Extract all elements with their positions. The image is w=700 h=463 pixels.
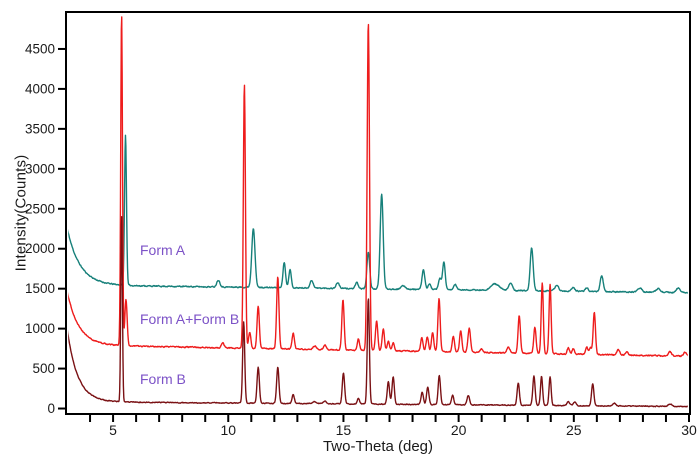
y-tick-label: 3500 (25, 121, 55, 136)
y-tick-label: 4000 (25, 81, 55, 96)
annotation-form-b: Form B (140, 371, 186, 387)
y-tick-label: 500 (32, 361, 55, 376)
y-tick-label: 0 (47, 401, 55, 416)
x-tick-label: 30 (681, 422, 697, 438)
trace-form-a-form-b (68, 16, 688, 358)
y-tick-label: 3000 (25, 161, 55, 176)
y-tick-label: 1500 (25, 281, 55, 296)
y-axis-title: Intensity(Counts) (12, 154, 30, 272)
trace-form-a (68, 134, 688, 294)
x-tick-label: 5 (109, 422, 117, 438)
annotation-form-a-plus-b: Form A+Form B (140, 311, 240, 327)
y-tick-label: 2500 (25, 201, 55, 216)
annotation-form-a: Form A (140, 242, 186, 258)
x-axis-title: Two-Theta (deg) (322, 438, 434, 455)
y-tick-label: 4500 (25, 41, 55, 56)
x-tick-label: 10 (220, 422, 236, 438)
plot-frame (65, 11, 691, 415)
y-tick-label: 2000 (25, 241, 55, 256)
y-tick-label: 1000 (25, 321, 55, 336)
x-tick-label: 25 (566, 422, 582, 438)
x-tick-label: 15 (336, 422, 352, 438)
x-tick-label: 20 (451, 422, 467, 438)
trace-form-b (68, 215, 688, 408)
